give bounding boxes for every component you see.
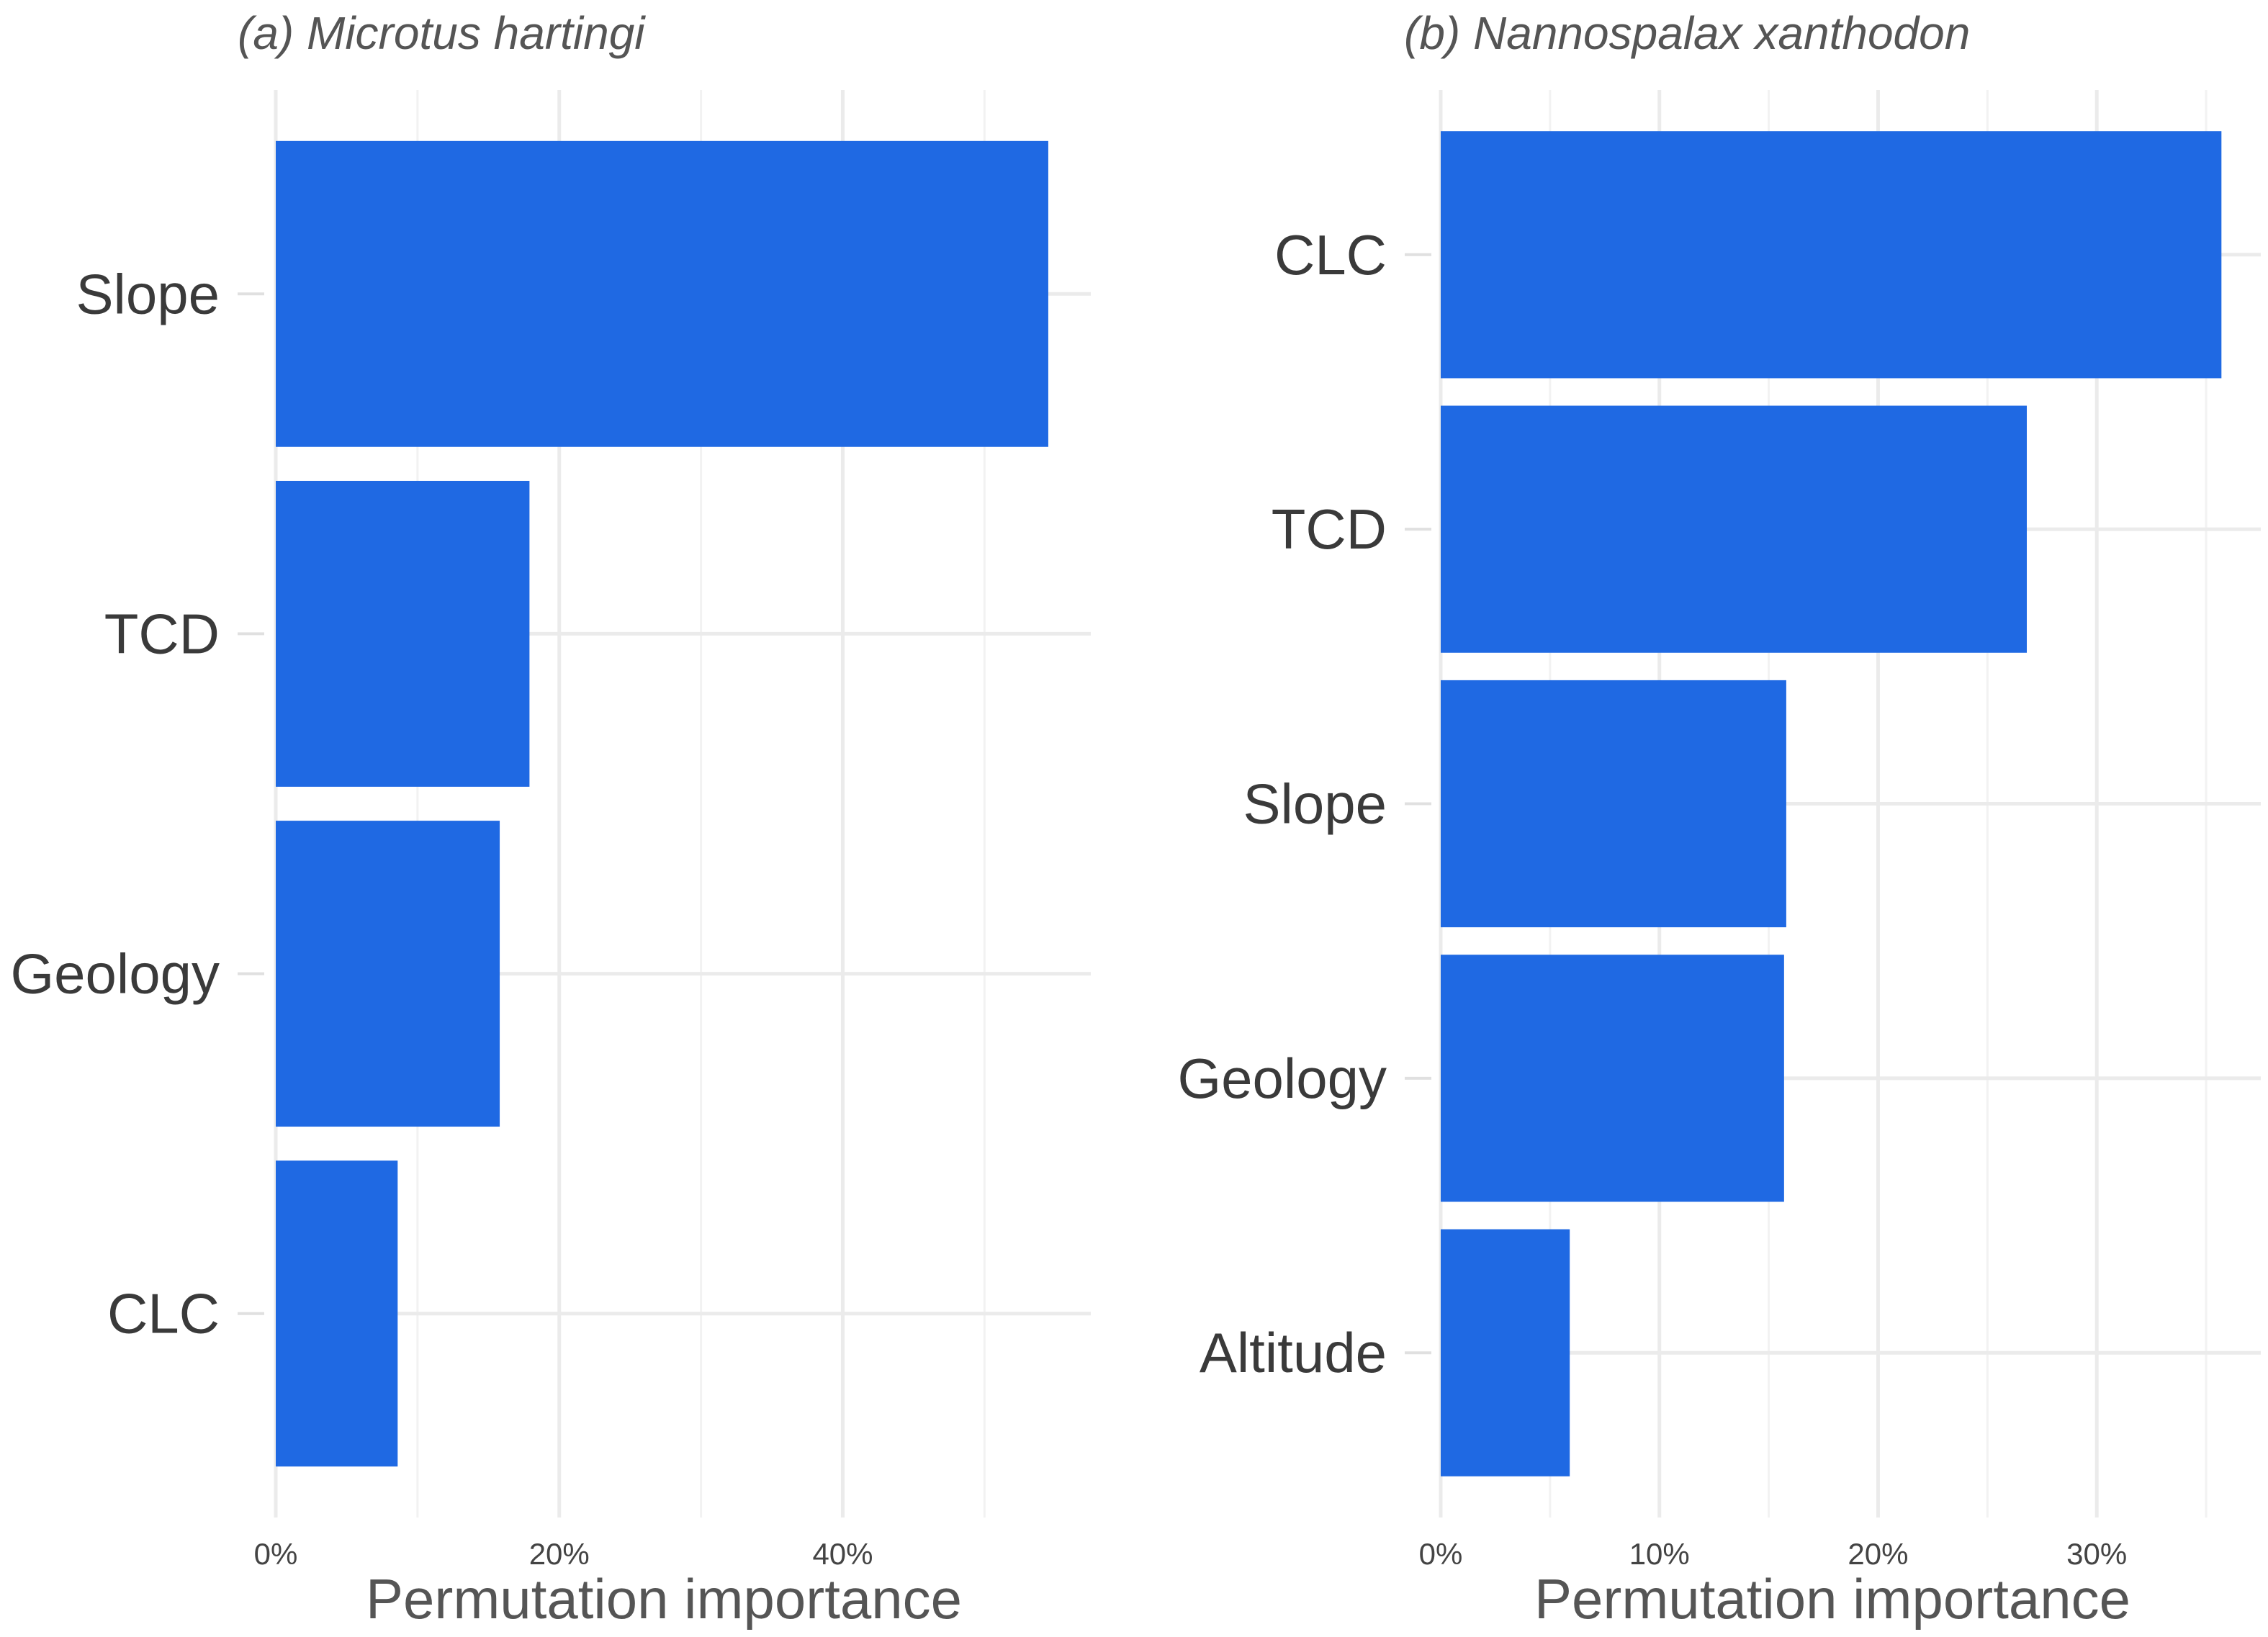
panel-b-bar-clc (1441, 131, 2222, 379)
panel-a-bar-slope (276, 140, 1048, 447)
panel-a-bar-clc (276, 1160, 398, 1467)
panel-a-x-axis-title: Permutation importance (366, 1567, 962, 1631)
panel-a-bar-tcd (276, 480, 530, 787)
panel-b-x-axis-title: Permutation importance (1534, 1567, 2130, 1631)
panel-b-bars (1441, 131, 2222, 1476)
panel-b-x-tick-label: 0% (1419, 1537, 1463, 1571)
panel-b-bar-tcd (1441, 405, 2028, 653)
panel-a-category-label-slope: Slope (76, 262, 220, 325)
panel-a-category-label-geology: Geology (10, 942, 220, 1006)
panel-b: (b) Nannospalax xanthodon 0% 10% 20% 30% CL… (1177, 7, 2261, 1631)
panel-a-category-labels: Slope TCD Geology CLC (10, 262, 220, 1345)
panel-b-category-label-slope: Slope (1243, 772, 1387, 836)
panel-a-bar-geology (276, 821, 500, 1127)
panel-a: (a) Microtus hartingi 0% 20% 40% Slope TCD G… (10, 7, 1091, 1631)
panel-b-x-tick-label: 20% (1848, 1537, 1908, 1571)
panel-a-category-label-tcd: TCD (104, 602, 220, 665)
panel-a-x-tick-label: 0% (254, 1537, 298, 1571)
panel-b-bar-slope (1441, 680, 1786, 928)
panel-a-category-label-clc: CLC (107, 1282, 220, 1345)
panel-a-x-tick-label: 40% (812, 1537, 873, 1571)
panel-b-category-labels: CLC TCD Slope Geology Altitude (1177, 223, 1387, 1384)
panel-b-category-label-clc: CLC (1274, 223, 1387, 287)
panel-b-ticks: 0% 10% 20% 30% (1405, 253, 2127, 1571)
panel-b-title: (b) Nannospalax xanthodon (1404, 7, 1970, 59)
panel-b-category-label-tcd: TCD (1272, 497, 1387, 561)
panel-a-bars (276, 140, 1048, 1467)
panel-b-bar-altitude (1441, 1229, 1570, 1476)
panel-b-bar-geology (1441, 955, 1784, 1202)
panel-b-x-tick-label: 30% (2066, 1537, 2127, 1571)
panel-a-x-tick-label: 20% (529, 1537, 590, 1571)
panel-b-category-label-geology: Geology (1177, 1047, 1387, 1110)
panel-b-x-tick-label: 10% (1629, 1537, 1690, 1571)
panel-a-ticks: 0% 20% 40% (238, 292, 873, 1571)
panel-b-category-label-altitude: Altitude (1200, 1321, 1387, 1384)
panel-a-title: (a) Microtus hartingi (238, 7, 646, 59)
